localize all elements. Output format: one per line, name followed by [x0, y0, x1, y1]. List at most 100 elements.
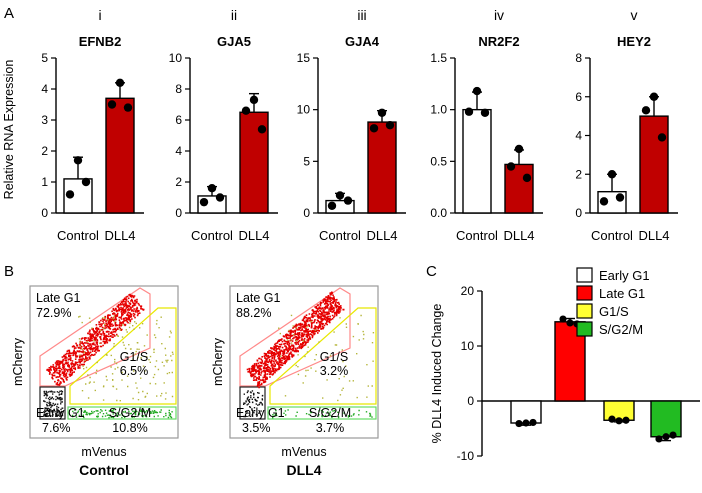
data-point [559, 315, 567, 323]
x-category-label: Control [591, 228, 633, 243]
late-g1-label: Late G1 [36, 291, 81, 305]
data-point [514, 144, 524, 154]
data-point [249, 95, 259, 105]
data-point [65, 190, 75, 199]
y-tick-label: 2 [41, 144, 48, 158]
y-tick-label: 0 [575, 206, 582, 220]
event-dots [243, 390, 264, 418]
x-category-label: Control [456, 228, 498, 243]
gja5-chart: ii GJA5 0 2 4 6 8 10 Control DLL4 [169, 7, 278, 243]
y-tick-label: 4 [575, 129, 582, 143]
data-point [81, 177, 91, 187]
y-tick-label: 5 [41, 51, 48, 65]
early-g1-percent: 7.6% [42, 421, 71, 435]
s-g2m-label: S/G2/M [109, 406, 151, 420]
x-category-label: Control [57, 228, 99, 243]
y-tick-label: 1.0 [430, 103, 447, 117]
y-tick-label: 4 [41, 82, 48, 96]
late-g1-label: Late G1 [236, 291, 281, 305]
dll4-bar [639, 115, 669, 214]
s-g2m-gate [67, 406, 177, 420]
dll4-bar [105, 97, 135, 214]
early-g1-label: Early G1 [236, 406, 285, 420]
data-point [480, 108, 490, 117]
x-category-label: DLL4 [238, 228, 269, 243]
s-g2m-percent: 10.8% [112, 421, 147, 435]
data-point [608, 415, 616, 423]
data-point [472, 86, 482, 96]
y-tick-label: 0 [41, 206, 48, 220]
event-dots [46, 293, 145, 386]
data-point [649, 92, 659, 101]
panel-letter-c: C [426, 263, 437, 280]
data-point [241, 106, 251, 115]
legend-swatch [576, 321, 593, 337]
y-tick-label: 0.0 [430, 206, 447, 220]
control-bar [462, 108, 492, 214]
panel-letter-b: B [4, 263, 14, 280]
y-tick-label: 0 [467, 394, 474, 408]
data-point [599, 197, 609, 206]
dll4-bar [367, 121, 397, 214]
data-point [515, 419, 523, 428]
data-point [207, 184, 217, 193]
early-g1-label: Early G1 [36, 406, 85, 420]
data-point [655, 435, 663, 443]
x-axis-title: mVenus [281, 445, 326, 459]
event-dots [43, 390, 64, 417]
x-category-label: DLL4 [104, 228, 135, 243]
y-axis-title: Relative RNA Expression [2, 60, 16, 200]
y-tick-label: 20 [461, 284, 475, 298]
efnb2-chart: i EFNB2 0 1 2 3 4 5 Relative RNA Expression Contr… [2, 7, 144, 243]
data-point [377, 108, 387, 117]
x-axis-title: mVenus [81, 445, 126, 459]
data-point [115, 78, 125, 88]
data-point [385, 120, 395, 130]
g1s-gate [69, 307, 177, 405]
y-tick-label: 3 [41, 113, 48, 127]
gja4-chart: iii GJA4 0 5 10 15 Control DLL4 [297, 7, 406, 243]
data-point [662, 433, 670, 441]
y-tick-label: 1 [41, 175, 48, 189]
chart-title: EFNB2 [79, 34, 122, 49]
data-point [622, 416, 630, 424]
g1s-percent: 3.2% [320, 364, 349, 378]
data-point [123, 103, 133, 112]
legend-swatch [576, 267, 593, 283]
chart-title: HEY2 [617, 34, 651, 49]
induced-change-chart: -10 0 10 20 % DLL4 Induced Change [430, 284, 700, 463]
early-g1-gate [239, 386, 266, 420]
y-axis-title: % DLL4 Induced Change [430, 304, 444, 444]
data-point [641, 106, 651, 115]
x-category-label: Control [319, 228, 361, 243]
data-point [343, 196, 353, 205]
y-tick-label: -10 [457, 449, 475, 463]
y-tick-label: 5 [303, 154, 310, 168]
y-tick-label: 0 [303, 206, 310, 220]
panel-numeral: v [631, 7, 638, 23]
data-point [257, 125, 267, 134]
chart-title: NR2F2 [478, 34, 519, 49]
y-tick-label: 1.5 [430, 51, 447, 65]
y-tick-label: 8 [575, 51, 582, 65]
data-point [506, 162, 516, 171]
y-tick-label: 2 [575, 167, 582, 181]
data-point [615, 417, 623, 425]
late-g1-gate [239, 287, 351, 387]
nr2f2-chart: iv NR2F2 0.0 0.5 1.0 1.5 Control DLL4 [430, 7, 543, 243]
data-point [522, 173, 532, 183]
x-category-label: DLL4 [503, 228, 534, 243]
data-point [529, 418, 537, 427]
y-axis-title: mCherry [11, 337, 25, 386]
plot-frame [229, 285, 379, 439]
data-point [607, 170, 617, 179]
data-point [327, 201, 337, 210]
legend-label: Late G1 [599, 286, 645, 301]
data-point [464, 107, 474, 116]
data-point [199, 197, 209, 207]
event-dots [246, 291, 345, 389]
late-g1-gate [39, 287, 151, 387]
